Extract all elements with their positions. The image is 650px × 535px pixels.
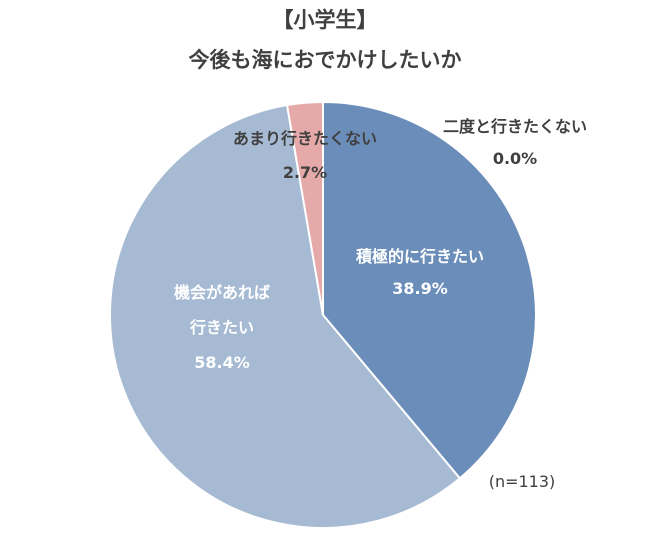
slice-label-0: 積極的に行きたい bbox=[355, 247, 484, 266]
pie-slice-2 bbox=[285, 100, 324, 316]
slice-label-3: 二度と行きたくない bbox=[443, 117, 587, 136]
slice-label-2: あまり行きたくない bbox=[233, 129, 377, 148]
slice-value-label-1: 58.4% bbox=[194, 353, 250, 372]
slice-value-label-2: 2.7% bbox=[283, 163, 327, 182]
pie-slice-1 bbox=[109, 103, 462, 529]
sample-size-note: (n=113) bbox=[489, 472, 556, 491]
pie-slice-0 bbox=[322, 100, 537, 480]
slice-label-1: 機会があれば bbox=[174, 283, 270, 302]
slice-label-1: 行きたい bbox=[189, 318, 254, 337]
chart-title: 【小学生】 bbox=[272, 8, 378, 32]
slice-value-label-3: 0.0% bbox=[493, 149, 537, 168]
slice-value-label-0: 38.9% bbox=[392, 279, 448, 298]
chart-subtitle: 今後も海におでかけしたいか bbox=[188, 48, 462, 72]
